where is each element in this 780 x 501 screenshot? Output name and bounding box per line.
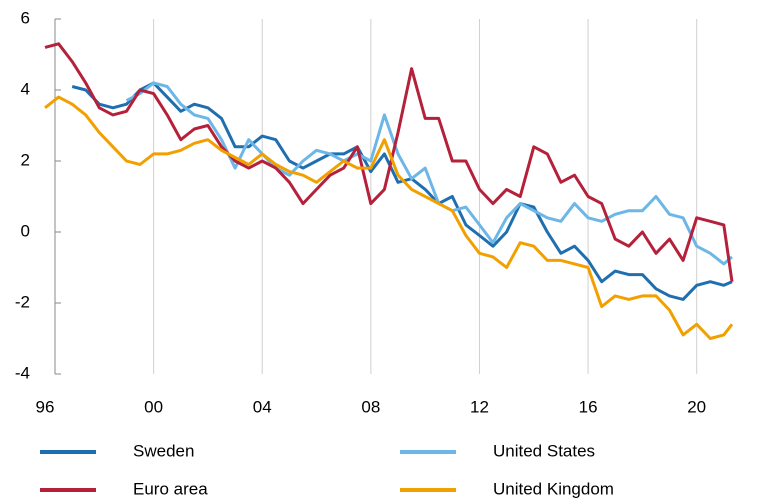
series-line: [44, 95, 734, 340]
x-tick-label: 16: [579, 397, 598, 416]
legend-label: United States: [493, 441, 595, 460]
series-line: [125, 81, 733, 266]
y-tick-label: 4: [21, 79, 30, 98]
legend-label: Sweden: [133, 441, 194, 460]
x-tick-label: 08: [361, 397, 380, 416]
x-tick-label: 96: [36, 397, 55, 416]
x-tick-label: 00: [144, 397, 163, 416]
y-tick-label: 0: [21, 221, 30, 240]
y-tick-label: -4: [15, 363, 30, 382]
x-tick-label: 04: [253, 397, 272, 416]
y-tick-label: -2: [15, 292, 30, 311]
legend-label: Euro area: [133, 479, 208, 498]
legend-label: United Kingdom: [493, 479, 614, 498]
y-tick-label: 6: [21, 8, 30, 27]
x-tick-label: 12: [470, 397, 489, 416]
y-tick-label: 2: [21, 150, 30, 169]
x-tick-label: 20: [687, 397, 706, 416]
